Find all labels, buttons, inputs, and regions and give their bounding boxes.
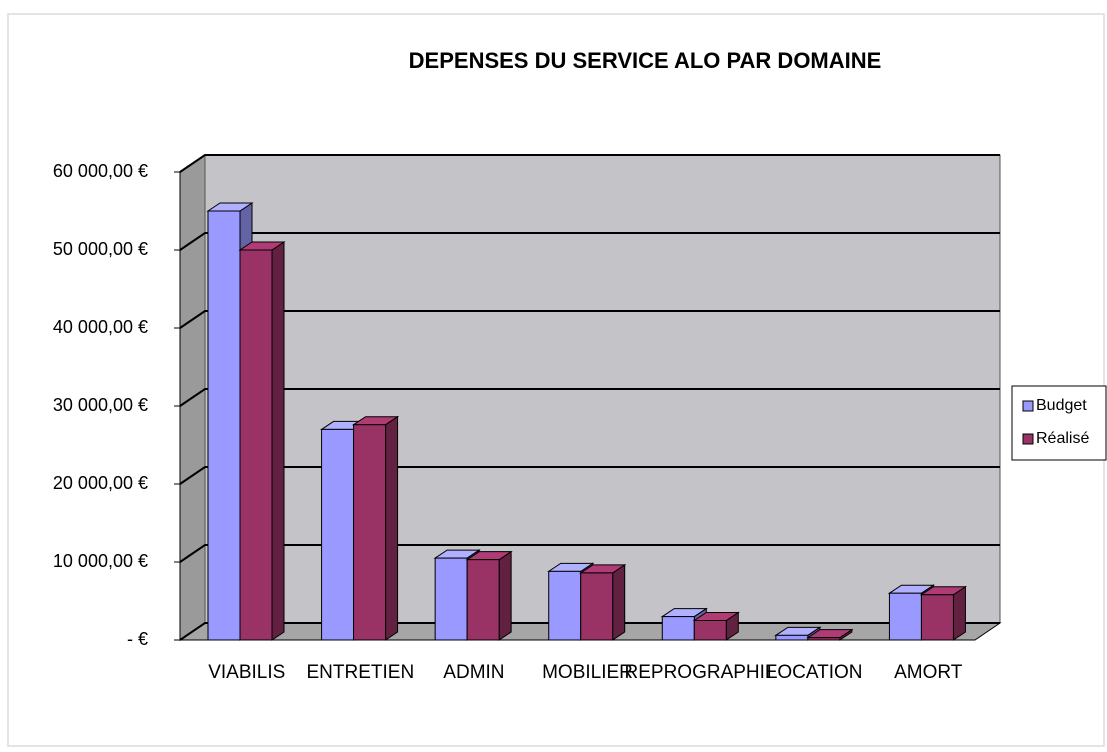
bar-front <box>466 559 500 641</box>
x-tick-label: ENTRETIEN <box>307 662 415 683</box>
bar <box>579 563 627 641</box>
bar-side <box>612 563 626 641</box>
bar <box>238 241 286 641</box>
y-tick-label: 40 000,00 € <box>53 317 148 337</box>
legend-swatch <box>1022 400 1034 412</box>
bar-front <box>775 634 809 641</box>
bar-front <box>920 594 954 641</box>
bar-front <box>207 210 241 641</box>
y-tick-label: 50 000,00 € <box>53 239 148 259</box>
y-tick-label: 20 000,00 € <box>53 473 148 493</box>
x-tick-label: LOCATION <box>767 662 863 683</box>
bar <box>351 415 400 641</box>
bar-front <box>580 572 614 641</box>
x-tick-label: VIABILIS <box>208 662 285 683</box>
bar-side <box>498 550 512 641</box>
grid-line <box>179 154 1000 173</box>
grid-line <box>179 466 1000 485</box>
x-tick-label: ADMIN <box>443 662 504 683</box>
x-tick-label: AMORT <box>894 662 963 683</box>
x-tick-label: MOBILIER <box>542 662 633 683</box>
bar <box>919 585 968 641</box>
grid-line <box>179 388 1000 407</box>
bar-front <box>321 428 355 641</box>
legend-swatch <box>1022 433 1034 445</box>
bar <box>692 611 740 641</box>
x-tick-label: REPROGRAPHIE <box>625 662 778 683</box>
bar-front <box>239 249 273 641</box>
bar-front <box>693 620 727 641</box>
bar-front <box>807 637 841 641</box>
legend: Budget Réalisé <box>1011 385 1107 461</box>
bar <box>465 550 513 641</box>
bar-side <box>385 415 399 641</box>
legend-label: Réalisé <box>1036 430 1089 447</box>
y-tick-label: 60 000,00 € <box>53 161 148 181</box>
bar-front <box>353 424 387 641</box>
grid-line <box>179 232 1000 251</box>
bar-front <box>548 570 582 641</box>
bar-side <box>271 241 285 641</box>
legend-label: Budget <box>1036 397 1087 414</box>
y-tick-label: - € <box>127 629 148 649</box>
bar-front <box>434 557 468 641</box>
legend-box <box>1011 385 1107 461</box>
bar-side <box>952 585 966 641</box>
chart-title: DEPENSES DU SERVICE ALO PAR DOMAINE <box>409 48 882 73</box>
bar-front <box>661 616 695 641</box>
y-tick-label: 10 000,00 € <box>53 551 148 571</box>
y-tick-label: 30 000,00 € <box>53 395 148 415</box>
grid-line <box>179 310 1000 329</box>
bar-front <box>888 592 922 641</box>
grid-line <box>179 544 1000 563</box>
bar <box>806 628 854 641</box>
